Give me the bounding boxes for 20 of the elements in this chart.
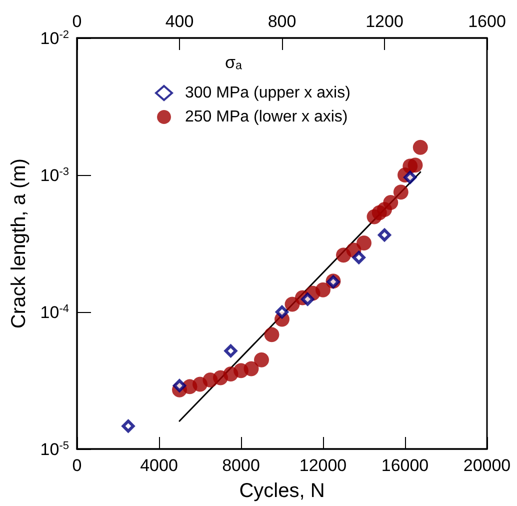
x-tick-label: 8000 <box>222 456 260 475</box>
y-axis-title: Crack length, a (m) <box>8 158 30 329</box>
legend-label: 300 MPa (upper x axis) <box>185 84 350 102</box>
legend-label: 250 MPa (lower x axis) <box>185 108 348 126</box>
x2-tick-label: 800 <box>268 12 296 31</box>
x2-tick-label: 1600 <box>468 12 506 31</box>
x-axis-title: Cycles, N <box>239 480 325 502</box>
x-tick-label: 12000 <box>299 456 347 475</box>
x2-tick-label: 0 <box>72 12 82 31</box>
x-tick-label: 4000 <box>140 456 178 475</box>
y-tick-label: 10$^{-3}$ <box>40 166 69 185</box>
y-tick-label: 10$^{-2}$ <box>40 29 69 48</box>
legend-title: σₐ <box>225 53 242 72</box>
x-tick-label: 0 <box>72 456 82 475</box>
x-tick-label: 20000 <box>463 456 511 475</box>
x2-tick-label: 1200 <box>366 12 404 31</box>
y-tick-label: 10$^{-5}$ <box>40 440 69 459</box>
x-tick-label: 16000 <box>381 456 429 475</box>
y-tick-label: 10$^{-4}$ <box>40 303 69 322</box>
x2-tick-label: 400 <box>165 12 194 31</box>
